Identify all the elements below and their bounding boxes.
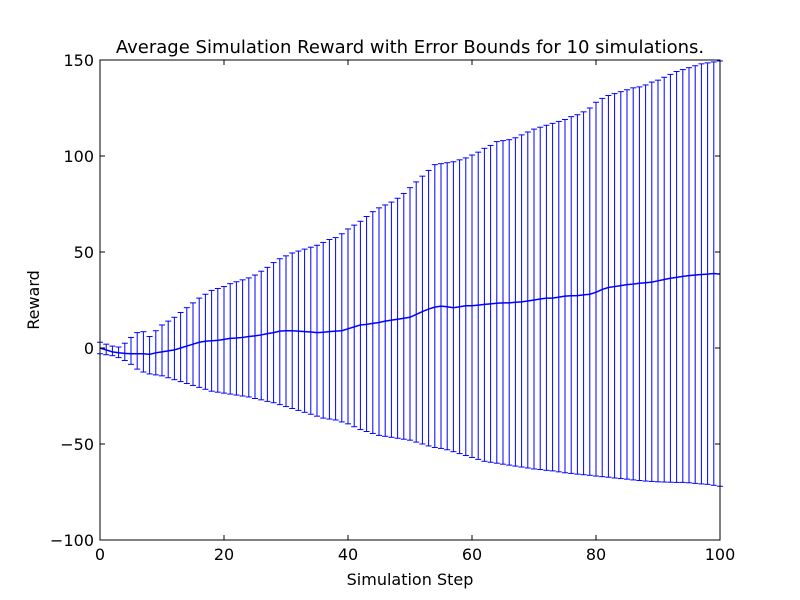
y-tick-label: 50 xyxy=(74,243,94,262)
y-axis-label: Reward xyxy=(24,270,43,330)
plot-frame xyxy=(99,59,721,541)
y-tick-label: 0 xyxy=(84,339,94,358)
x-tick-label: 60 xyxy=(462,545,482,564)
x-tick-label: 80 xyxy=(586,545,606,564)
x-tick-label: 100 xyxy=(705,545,736,564)
x-tick-label: 40 xyxy=(338,545,358,564)
series-layer xyxy=(97,60,723,487)
mean-reward-line xyxy=(99,272,721,356)
error-bars xyxy=(97,60,723,487)
x-tick-label: 20 xyxy=(214,545,234,564)
y-tick-label: −50 xyxy=(60,435,94,454)
chart-title: Average Simulation Reward with Error Bou… xyxy=(116,37,704,58)
x-tick-label: 0 xyxy=(95,545,105,564)
y-tick-label: 100 xyxy=(63,147,94,166)
y-axis-ticks: −100 −50 0 50 100 150 xyxy=(50,51,720,550)
y-tick-label: 150 xyxy=(63,51,94,70)
y-tick-label: −100 xyxy=(50,531,94,550)
x-axis-label: Simulation Step xyxy=(347,570,474,589)
x-axis-ticks: 0 20 40 60 80 100 xyxy=(95,60,735,564)
